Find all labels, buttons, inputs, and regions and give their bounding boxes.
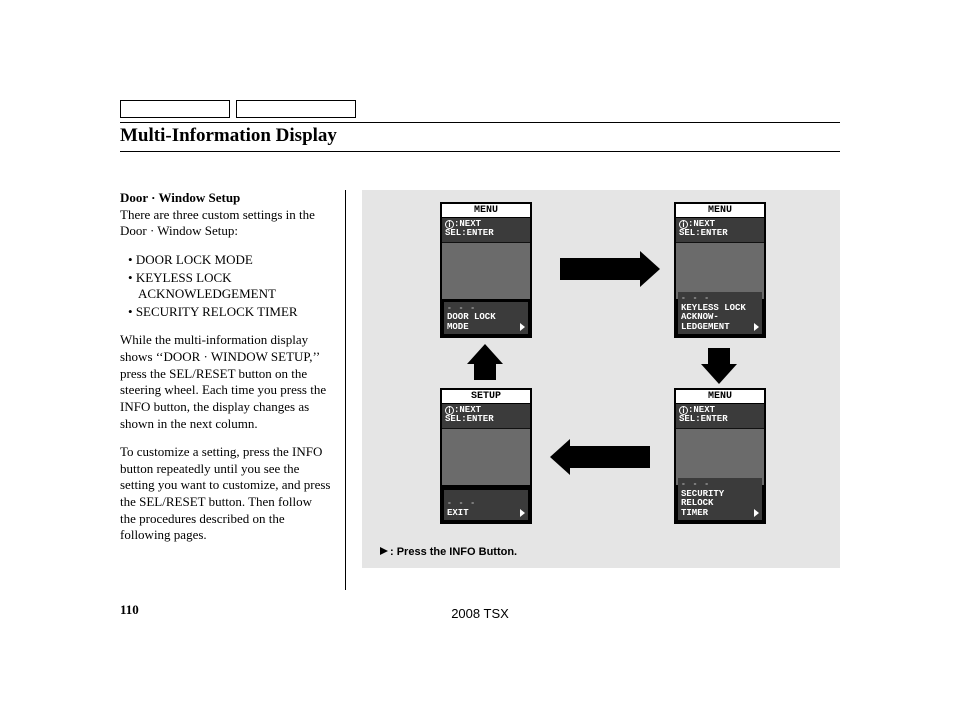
title-row: Multi-Information Display [120, 122, 840, 152]
screen-header: MENU [676, 390, 764, 404]
chevron-right-icon [754, 323, 759, 331]
header-tabs [120, 100, 840, 118]
screen-bottom-text: DOOR LOCK MODE [447, 313, 525, 332]
content-columns: Door · Window Setup There are three cust… [120, 190, 840, 590]
page-number: 110 [120, 602, 139, 617]
page-footer: 110 2008 TSX [120, 602, 840, 618]
screen-keyless-lock: MENU i:NEXT SEL:ENTER - - - KEYLESS LOCK… [674, 202, 766, 338]
screen-sub: i:NEXT SEL:ENTER [676, 218, 764, 243]
screen-body [676, 429, 764, 485]
screen-setup-exit: SETUP i:NEXT SEL:ENTER - - - EXIT [440, 388, 532, 524]
chevron-right-icon [520, 509, 525, 517]
page-title: Multi-Information Display [120, 125, 840, 147]
screen-header: MENU [676, 204, 764, 218]
section-heading: Door · Window Setup [120, 190, 240, 205]
chevron-right-icon [520, 323, 525, 331]
screen-sub: i:NEXT SEL:ENTER [442, 404, 530, 429]
arrow-up-icon [474, 362, 496, 380]
screen-header: MENU [442, 204, 530, 218]
tab-blank-1 [120, 100, 230, 118]
screen-bottom-text: EXIT [447, 509, 525, 518]
settings-list: DOOR LOCK MODE KEYLESS LOCK ACKNOWLEDGEM… [128, 252, 331, 321]
screen-door-lock-mode: MENU i:NEXT SEL:ENTER - - - DOOR LOCK MO… [440, 202, 532, 338]
screen-sub: i:NEXT SEL:ENTER [442, 218, 530, 243]
screen-body [676, 243, 764, 299]
paragraph-1: While the multi-information display show… [120, 332, 331, 432]
screen-bottom-text: KEYLESS LOCK ACKNOW- LEDGEMENT [681, 304, 759, 332]
list-item: KEYLESS LOCK ACKNOWLEDGEMENT [128, 270, 331, 303]
figure-panel: MENU i:NEXT SEL:ENTER - - - DOOR LOCK MO… [362, 190, 840, 568]
tab-blank-2 [236, 100, 356, 118]
screen-bottom: - - - KEYLESS LOCK ACKNOW- LEDGEMENT [678, 292, 762, 334]
screen-sub: i:NEXT SEL:ENTER [676, 404, 764, 429]
screen-header: SETUP [442, 390, 530, 404]
screen-bottom: - - - SECURITY RELOCK TIMER [678, 478, 762, 520]
text-column: Door · Window Setup There are three cust… [120, 190, 346, 590]
list-item: DOOR LOCK MODE [128, 252, 331, 269]
chevron-right-icon [754, 509, 759, 517]
intro-text: There are three custom settings in the D… [120, 207, 315, 239]
screen-bottom-text: SECURITY RELOCK TIMER [681, 490, 759, 518]
model-label: 2008 TSX [451, 606, 509, 621]
arrow-down-icon [708, 348, 730, 366]
figure-caption: : Press the INFO Button. [380, 546, 517, 558]
screen-security-relock: MENU i:NEXT SEL:ENTER - - - SECURITY REL… [674, 388, 766, 524]
list-item: SECURITY RELOCK TIMER [128, 304, 331, 321]
manual-page: Multi-Information Display Door · Window … [120, 100, 840, 590]
arrow-left-icon [568, 446, 650, 468]
arrow-right-icon [560, 258, 642, 280]
screen-body [442, 429, 530, 485]
paragraph-2: To customize a setting, press the INFO b… [120, 444, 331, 544]
screen-bottom: - - - DOOR LOCK MODE [444, 302, 528, 334]
screen-body [442, 243, 530, 299]
screen-bottom: - - - EXIT [444, 490, 528, 520]
arrow-right-small-icon [380, 547, 388, 555]
section-intro: Door · Window Setup There are three cust… [120, 190, 331, 240]
